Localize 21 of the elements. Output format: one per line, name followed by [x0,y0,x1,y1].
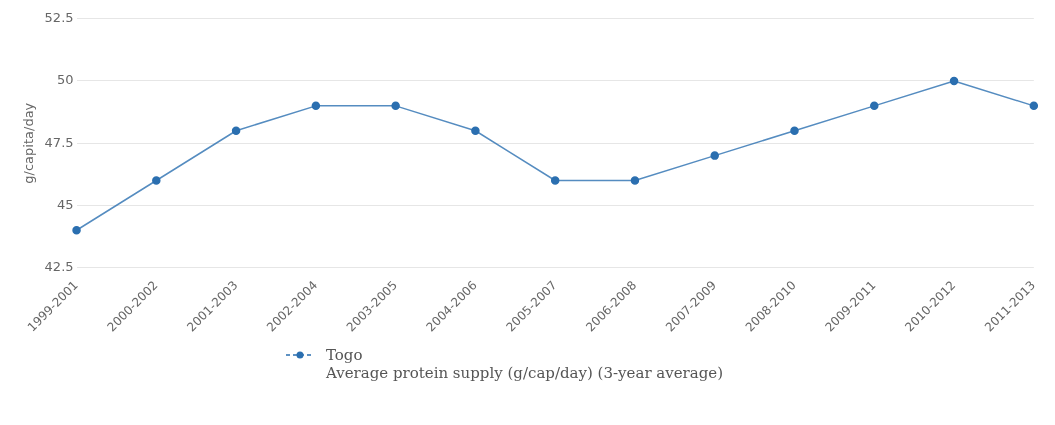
point [710,151,719,160]
point [72,226,81,235]
point [630,176,640,185]
point [231,126,241,135]
point [870,101,879,111]
point [311,101,321,111]
legend-label: Togo [326,346,363,364]
point [790,126,799,135]
y-tick-label: 45 [57,196,74,212]
point [550,176,560,185]
point [391,101,400,111]
y-axis-title: g/capita/day [21,102,37,184]
point [152,176,161,185]
y-tick-label: 47.5 [44,134,74,150]
point [471,126,480,135]
point [949,76,959,86]
point [1029,101,1039,111]
text: Average protein supply (g/cap/day) (3-year average) [325,364,725,382]
y-tick-label: 42.5 [44,258,74,274]
y-tick-label: 50 [57,72,74,88]
y-tick-label: 52.5 [44,10,74,26]
